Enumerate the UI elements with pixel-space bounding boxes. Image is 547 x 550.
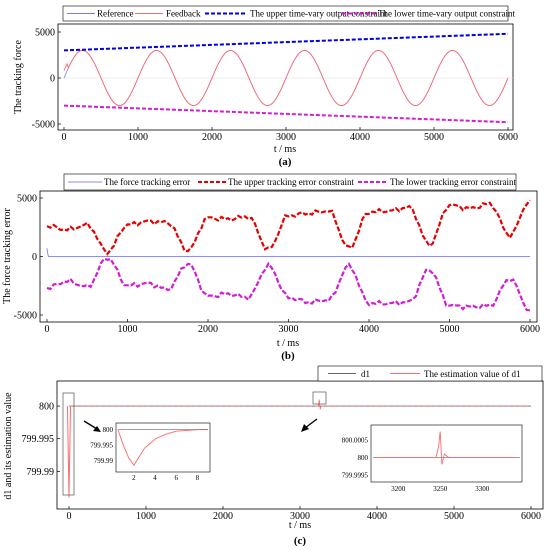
legend-label-lower-error: The lower tracking error constraint [390,177,516,187]
x-tick-label: 4000 [350,132,370,143]
inset-start-x-tick: 6 [174,474,178,482]
inset-frame-start [115,422,211,473]
x-tick-label: 5000 [424,132,444,143]
x-tick-label: 0 [45,324,50,335]
legend-label-error: The force tracking error [104,177,190,187]
x-axis-label-c: t / ms [289,520,311,531]
inset-spike-y-tick: 800.0005 [342,437,369,445]
legend-a: Reference Feedback The upper time-vary o… [62,5,515,22]
x-tick-label: 6000 [520,324,540,335]
legend-c: d1 The estimation value of d1 [317,365,543,382]
x-tick-label: 6000 [498,132,518,143]
zoom-arrow-spike [301,418,318,432]
y-tick-label: 0 [50,74,55,85]
y-axis-label-c: d1 and its estimation value [3,392,14,500]
series-d1-estimate-spike [318,399,322,410]
inset-spike-y-tick: 799.9995 [342,471,369,479]
zoom-box-start [62,392,75,496]
inset-spike-x-tick: 3300 [475,485,490,493]
y-tick-label: 5000 [17,194,37,205]
x-tick-label: 4000 [359,324,379,335]
panel-c: 0 1000 2000 3000 4000 5000 6000 800 799.995 799.9… [3,365,544,547]
panel-a: 0 1000 2000 3000 4000 5000 6000 5000 0 -5000 Refe… [13,5,518,168]
series-lower-constraint [63,104,509,124]
y-tick-label: 0 [32,252,37,263]
x-tick-label: 3000 [279,324,299,335]
y-tick-label: 800 [39,402,54,413]
legend-box-b [63,173,517,191]
inset-spike-x-tick: 3250 [433,485,448,493]
x-tick-label: 2000 [213,511,233,522]
legend-label-reference: Reference [97,9,133,19]
inset-start-y-tick: 800 [103,426,114,434]
inset-frame-spike [370,424,523,483]
inset-start-x-tick: 2 [132,474,136,482]
series-lower-error-constraint [46,257,531,312]
x-tick-label: 2000 [198,324,218,335]
legend-label-upper: The upper time-vary output constraint [250,9,387,19]
zoom-box-spike [312,391,327,405]
legend-b: The force tracking error The upper track… [63,173,517,191]
caption-a: (a) [279,156,292,168]
inset-start: 2 4 6 8 800 799.995 799.99 [90,422,211,482]
x-tick-label: 3000 [290,511,310,522]
series-d1-estimate-dip [66,406,72,498]
inset-start-x-tick: 8 [196,474,200,482]
inset-spike-y-tick: 800 [358,454,369,462]
y-tick-label: -5000 [14,311,37,322]
inset-start-y-tick: 799.995 [90,442,113,450]
x-tick-label: 4000 [367,511,387,522]
caption-c: (c) [294,535,307,547]
x-tick-label: 1000 [136,511,156,522]
legend-label-d1: d1 [361,369,370,379]
y-axis-label-a: The tracking force [13,40,24,114]
x-tick-label: 5000 [444,511,464,522]
zoom-arrow-start [83,420,101,432]
inset-start-y-tick: 799.99 [94,457,114,465]
legend-label-lower: The lower time-vary output constraint [378,9,515,19]
x-tick-label: 0 [62,132,67,143]
y-tick-label: 799.995 [22,434,55,445]
inset-start-estimate [117,429,208,467]
series-force-error [46,248,530,257]
y-tick-label: 799.99 [27,467,55,478]
legend-label-d1-estimate: The estimation value of d1 [424,369,520,379]
x-tick-label: 2000 [202,132,222,143]
plot-frame-a [57,23,514,131]
series-upper-error-constraint [46,199,531,256]
y-tick-label: -5000 [32,120,55,131]
series-upper-constraint [63,32,509,52]
panel-b: 0 1000 2000 3000 4000 5000 6000 5000 0 -5000 The … [2,173,540,362]
inset-start-x-tick: 4 [153,474,157,482]
legend-box-c [317,365,543,382]
series-feedback [63,50,509,106]
x-tick-label: 1000 [128,132,148,143]
caption-b: (b) [281,350,295,362]
inset-spike-x-tick: 3200 [391,485,406,493]
x-tick-label: 6000 [521,511,541,522]
legend-label-upper-error: The upper tracking error constraint [228,177,354,187]
y-tick-label: 5000 [35,28,55,39]
legend-label-feedback: Feedback [166,9,201,19]
x-tick-label: 1000 [118,324,138,335]
inset-spike-estimate [377,431,516,465]
x-axis-label-a: t / ms [274,144,296,155]
legend-box-a [62,5,509,22]
inset-spike: 3200 3250 3300 800.0005 800 799.9995 [342,424,523,493]
y-axis-label-b: The force tracking error [2,207,13,303]
x-tick-label: 5000 [440,324,460,335]
x-tick-label: 0 [67,511,72,522]
x-tick-label: 3000 [276,132,296,143]
x-axis-label-b: t / ms [277,338,299,349]
